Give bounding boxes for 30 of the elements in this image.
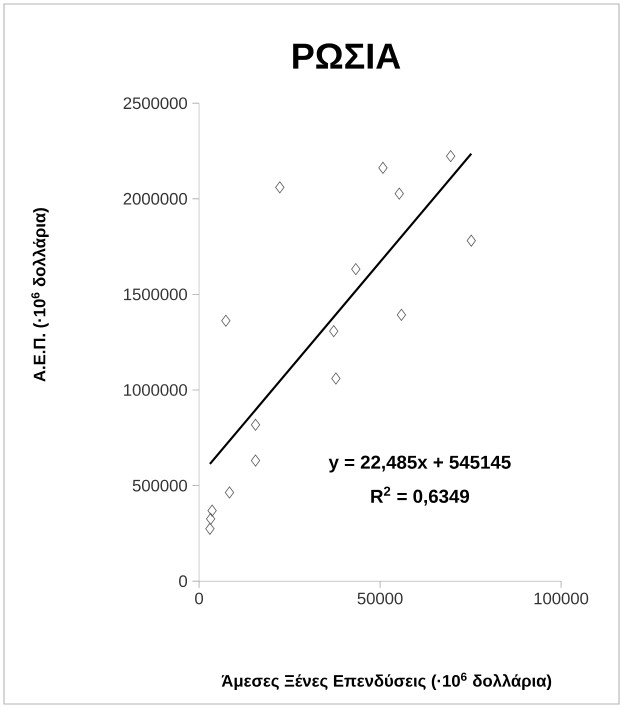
point: [250, 418, 260, 431]
y-tick-label: 2500000: [124, 97, 188, 110]
point: [221, 314, 230, 327]
point: [396, 308, 406, 321]
annotation: y = 22,485x + 545145: [328, 456, 511, 473]
point: [275, 181, 284, 194]
y-tick-label: 2000000: [124, 192, 188, 205]
y-tick-label: 1500000: [124, 288, 188, 300]
chart-title: ΡΩΣΙΑ: [293, 43, 400, 69]
y-tick-label: 500000: [132, 480, 188, 492]
point: [329, 325, 338, 338]
point: [466, 234, 476, 247]
x-axis-title: Άμεσες Ξένες Επενδύσεις (·10$^{6}$ δολλάρια): [222, 672, 552, 690]
point: [205, 522, 215, 535]
x-tick-label: 50000: [358, 592, 403, 604]
point: [206, 512, 216, 525]
point: [394, 188, 404, 200]
point: [446, 150, 456, 162]
point: [250, 454, 260, 467]
point: [378, 162, 388, 174]
x-tick-label: 100000: [534, 592, 588, 604]
annotation: R$^{2}$ = 0,6349: [371, 486, 470, 506]
y-tick-label: 1000000: [124, 384, 188, 396]
point: [331, 372, 340, 385]
point: [224, 486, 234, 498]
y-tick-label: 0: [179, 575, 188, 588]
y-axis-title: Α.Ε.Π. (·10$^{6}$ δολλάρια): [31, 208, 49, 382]
point: [208, 504, 217, 517]
x-tick-label: 0: [195, 592, 204, 604]
point: [351, 263, 360, 276]
